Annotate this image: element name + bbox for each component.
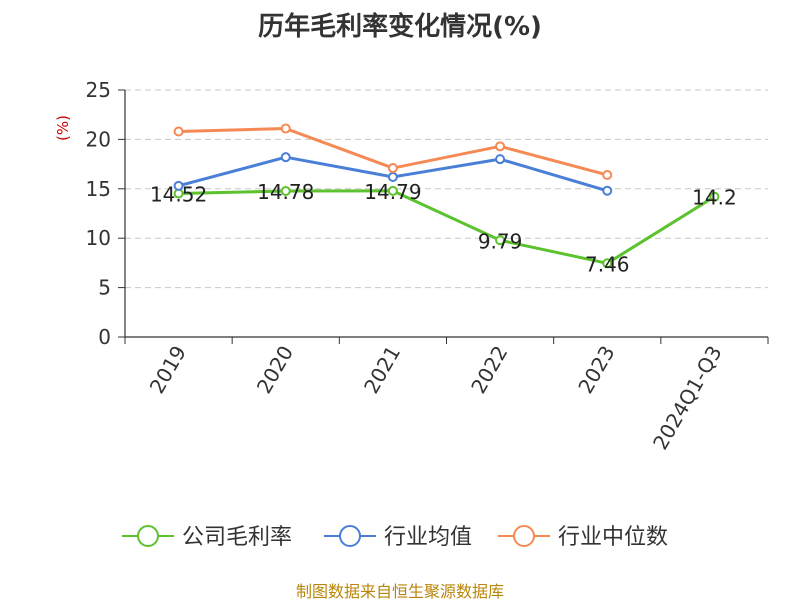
x-tick-label: 2024Q1-Q3 — [648, 342, 727, 454]
x-tick-label: 2021 — [359, 342, 405, 398]
data-label: 9.79 — [478, 229, 523, 253]
x-tick-label: 2020 — [252, 342, 298, 398]
data-point — [173, 126, 184, 137]
data-point — [387, 163, 398, 174]
data-label: 14.52 — [150, 183, 207, 207]
data-label: 14.79 — [364, 180, 421, 204]
x-tick-label: 2023 — [573, 342, 619, 398]
data-label: 7.46 — [585, 252, 630, 276]
axes: 0 5 10 15 20 25 2019 2020 2021 2022 2023 2024Q1-Q3 — [86, 78, 769, 454]
y-tick-label: 25 — [86, 78, 111, 102]
x-tick-label: 2019 — [145, 342, 191, 398]
chart-title: 历年毛利率变化情况(%) — [258, 12, 542, 42]
legend[interactable]: 公司毛利率 行业均值 行业中位数 — [122, 525, 668, 550]
series-lines — [173, 123, 720, 269]
data-point — [387, 185, 398, 196]
y-tick-label: 15 — [86, 177, 111, 201]
legend-label: 行业均值 — [384, 525, 472, 550]
data-point — [495, 154, 506, 165]
legend-label: 行业中位数 — [558, 525, 668, 550]
data-point — [602, 258, 613, 269]
y-tick-label: 0 — [98, 325, 111, 349]
data-point — [280, 185, 291, 196]
x-tick-label: 2022 — [466, 342, 512, 398]
legend-marker — [137, 525, 159, 547]
series-line — [178, 189, 716, 265]
data-point — [495, 141, 506, 152]
legend-marker — [513, 525, 535, 547]
data-point — [173, 180, 184, 191]
y-tick-label: 20 — [86, 127, 111, 151]
data-point — [280, 123, 291, 134]
y-axis-unit-label: (%) — [54, 115, 72, 141]
y-tick-label: 10 — [86, 226, 111, 250]
y-tick-label: 5 — [98, 276, 111, 300]
source-note: 制图数据来自恒生聚源数据库 — [295, 582, 504, 601]
data-point — [495, 235, 506, 246]
data-labels: 14.52 14.78 14.79 9.79 7.46 14.2 — [150, 180, 737, 276]
grid-lines — [125, 89, 768, 289]
data-label: 14.2 — [692, 186, 737, 210]
legend-marker — [339, 525, 361, 547]
data-point — [280, 152, 291, 163]
data-point — [602, 169, 613, 180]
legend-label: 公司毛利率 — [182, 525, 292, 550]
data-point — [602, 185, 613, 196]
data-label: 14.78 — [257, 180, 314, 204]
data-point — [709, 191, 720, 202]
